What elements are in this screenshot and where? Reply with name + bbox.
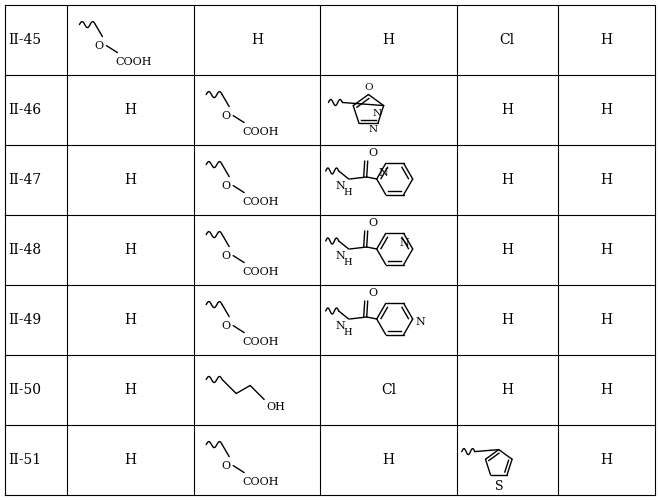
Text: II-46: II-46: [8, 103, 41, 117]
Text: O: O: [222, 250, 231, 260]
Text: H: H: [343, 328, 352, 337]
Text: O: O: [222, 320, 231, 330]
Text: COOH: COOH: [242, 476, 279, 486]
Text: H: H: [343, 188, 352, 197]
Text: H: H: [600, 383, 612, 397]
Text: N: N: [336, 181, 346, 191]
Text: N: N: [416, 317, 426, 327]
Text: N: N: [379, 168, 389, 178]
Text: O: O: [369, 288, 378, 298]
Text: COOH: COOH: [115, 56, 152, 66]
Text: S: S: [494, 480, 503, 493]
Text: H: H: [124, 453, 136, 467]
Text: H: H: [124, 173, 136, 187]
Text: COOH: COOH: [242, 196, 279, 206]
Text: H: H: [501, 173, 513, 187]
Text: H: H: [600, 453, 612, 467]
Text: OH: OH: [266, 402, 285, 411]
Text: O: O: [222, 460, 231, 470]
Text: H: H: [383, 453, 395, 467]
Text: H: H: [383, 33, 395, 47]
Text: H: H: [600, 33, 612, 47]
Text: O: O: [222, 110, 231, 120]
Text: H: H: [124, 383, 136, 397]
Text: H: H: [600, 243, 612, 257]
Text: II-50: II-50: [8, 383, 41, 397]
Text: COOH: COOH: [242, 126, 279, 136]
Text: H: H: [124, 103, 136, 117]
Text: N: N: [400, 238, 410, 248]
Text: H: H: [343, 258, 352, 267]
Text: O: O: [364, 82, 373, 92]
Text: II-47: II-47: [8, 173, 41, 187]
Text: O: O: [369, 218, 378, 228]
Text: H: H: [251, 33, 263, 47]
Text: Cl: Cl: [381, 383, 396, 397]
Text: H: H: [600, 313, 612, 327]
Text: Cl: Cl: [500, 33, 515, 47]
Text: N: N: [372, 109, 381, 118]
Text: II-45: II-45: [8, 33, 41, 47]
Text: H: H: [124, 313, 136, 327]
Text: II-49: II-49: [8, 313, 41, 327]
Text: H: H: [600, 103, 612, 117]
Text: N: N: [336, 321, 346, 331]
Text: II-48: II-48: [8, 243, 41, 257]
Text: H: H: [501, 243, 513, 257]
Text: O: O: [95, 40, 104, 50]
Text: H: H: [501, 313, 513, 327]
Text: O: O: [369, 148, 378, 158]
Text: O: O: [222, 180, 231, 190]
Text: N: N: [368, 126, 378, 134]
Text: COOH: COOH: [242, 266, 279, 276]
Text: COOH: COOH: [242, 336, 279, 346]
Text: N: N: [336, 251, 346, 261]
Text: II-51: II-51: [8, 453, 41, 467]
Text: H: H: [501, 383, 513, 397]
Text: H: H: [600, 173, 612, 187]
Text: H: H: [124, 243, 136, 257]
Text: H: H: [501, 103, 513, 117]
